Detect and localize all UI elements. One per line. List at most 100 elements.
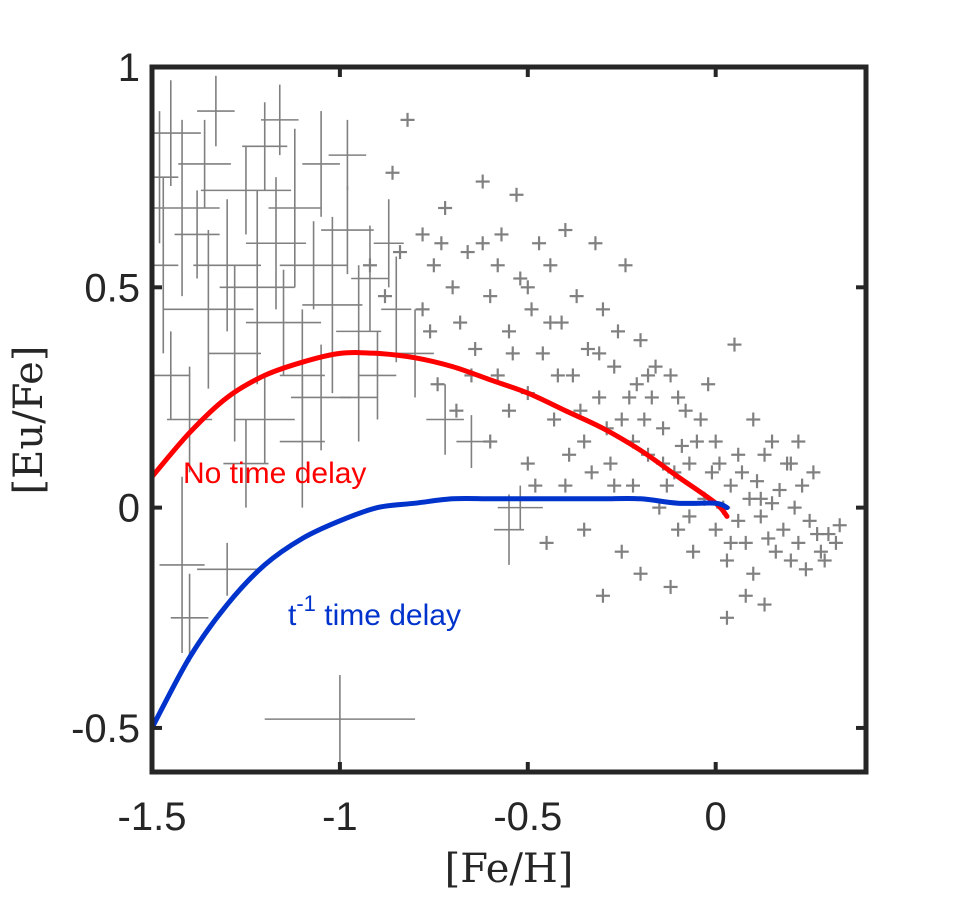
- star-point-112: [490, 258, 505, 273]
- star-point-81: [719, 610, 734, 625]
- star-point-133: [731, 447, 746, 462]
- star-point-127: [765, 434, 780, 449]
- errorbar-point-36: [234, 375, 295, 464]
- star-point-70: [783, 553, 798, 568]
- star-point-111: [475, 236, 490, 251]
- star-point-16: [524, 302, 539, 317]
- y-tick-label: 1: [118, 46, 140, 90]
- star-point-25: [577, 434, 592, 449]
- errorbar-point-30: [264, 675, 416, 764]
- star-point-65: [765, 496, 780, 511]
- star-point-17: [532, 236, 547, 251]
- errorbar-point-32: [497, 485, 543, 530]
- star-point-8: [475, 174, 490, 189]
- star-point-96: [550, 368, 565, 383]
- star-point-72: [791, 535, 806, 550]
- errorbar-point-31: [493, 494, 525, 565]
- errorbar-point-22: [373, 199, 404, 288]
- errorbar-point-39: [260, 84, 299, 156]
- star-point-5: [453, 315, 468, 330]
- y-tick-label: 0.5: [84, 266, 140, 310]
- plot-frame: [149, 64, 869, 775]
- errorbar-point-20: [351, 225, 389, 332]
- star-point-19: [543, 258, 558, 273]
- star-point-94: [520, 456, 535, 471]
- star-point-67: [772, 483, 787, 497]
- x-tick-label: -1.5: [118, 795, 187, 839]
- annotation-t-inverse-time-delay: t-1 time delay: [288, 591, 461, 632]
- y-tick-label: -0.5: [71, 707, 140, 751]
- errorbar-point-27: [159, 476, 205, 654]
- star-point-63: [757, 447, 772, 462]
- star-point-44: [678, 403, 693, 418]
- errorbar-point-37: [152, 177, 179, 354]
- star-point-22: [558, 223, 573, 238]
- star-point-62: [753, 509, 768, 524]
- star-point-139: [434, 236, 449, 251]
- star-point-33: [618, 258, 633, 273]
- star-point-134: [385, 165, 400, 180]
- star-point-27: [588, 236, 603, 251]
- x-tick-label: 0: [705, 795, 727, 839]
- star-point-38: [644, 390, 659, 405]
- star-point-102: [637, 412, 652, 427]
- star-point-73: [795, 478, 810, 493]
- star-point-138: [415, 302, 430, 317]
- star-point-12: [502, 324, 516, 339]
- star-point-93: [502, 403, 516, 418]
- star-point-53: [719, 553, 734, 568]
- star-point-0: [400, 112, 415, 127]
- star-point-45: [682, 456, 697, 471]
- star-point-43: [671, 522, 686, 537]
- errorbar-point-9: [219, 190, 295, 385]
- errorbar-point-1: [152, 80, 201, 186]
- star-point-130: [810, 527, 825, 542]
- star-point-89: [577, 522, 592, 537]
- star-point-106: [693, 412, 708, 427]
- star-point-35: [629, 377, 644, 392]
- errorbar-point-13: [268, 128, 322, 288]
- star-point-118: [607, 478, 622, 493]
- star-point-77: [813, 544, 828, 559]
- y-axis-label: [Eu/Fe]: [6, 346, 52, 495]
- star-point-54: [723, 478, 738, 493]
- star-point-6: [460, 245, 475, 260]
- star-point-95: [528, 478, 543, 493]
- star-point-76: [806, 465, 821, 480]
- star-point-115: [543, 315, 558, 330]
- star-point-49: [701, 377, 716, 392]
- ticks-layer: -1.5 -1 -0.5 0 -0.5 0 0.5 1: [71, 46, 866, 839]
- star-point-129: [791, 434, 806, 449]
- star-point-123: [682, 509, 697, 524]
- star-point-74: [798, 562, 813, 577]
- annotation-rest: time delay: [316, 599, 461, 632]
- star-point-9: [483, 289, 498, 304]
- errorbar-point-35: [223, 419, 269, 508]
- star-point-3: [438, 201, 453, 215]
- star-point-108: [423, 324, 438, 339]
- errorbar-point-43: [456, 415, 487, 468]
- star-point-135: [362, 258, 377, 273]
- star-point-84: [663, 579, 678, 594]
- star-point-36: [633, 333, 648, 348]
- errorbar-point-41: [291, 344, 352, 451]
- star-point-125: [723, 535, 738, 550]
- errorbar-point-18: [321, 185, 374, 275]
- annotation-no-time-delay: No time delay: [183, 457, 366, 490]
- star-point-104: [659, 478, 674, 493]
- star-point-40: [656, 421, 671, 436]
- star-point-128: [783, 456, 798, 471]
- y-tick-label: 0: [118, 487, 140, 531]
- errorbar-point-5: [197, 75, 235, 147]
- star-point-103: [648, 359, 663, 374]
- star-point-34: [626, 478, 641, 493]
- star-point-122: [671, 390, 686, 405]
- star-point-26: [580, 342, 595, 356]
- errorbar-point-12: [245, 269, 322, 376]
- star-point-113: [505, 346, 520, 361]
- errorbar-point-25: [152, 331, 190, 420]
- star-point-41: [663, 368, 678, 383]
- star-point-68: [776, 522, 791, 537]
